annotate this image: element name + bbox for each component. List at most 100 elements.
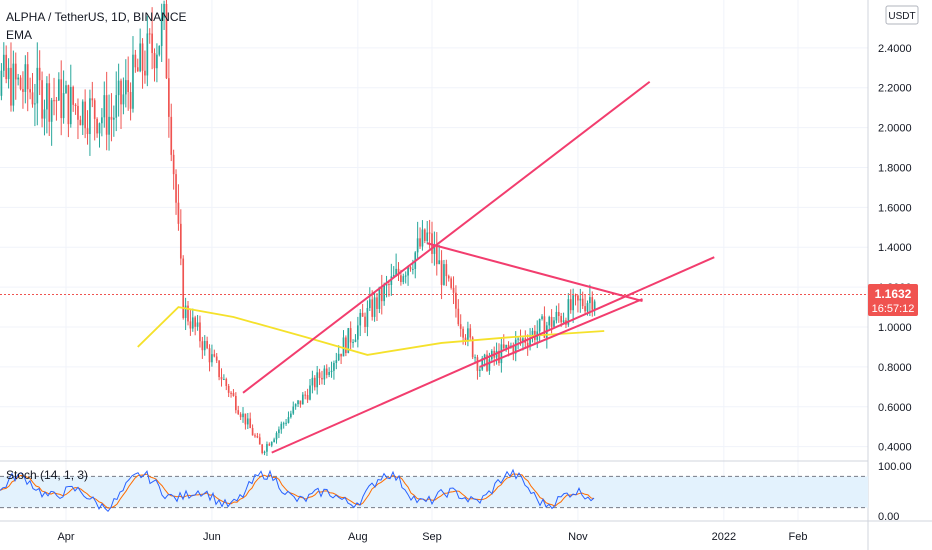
candle-body	[136, 67, 139, 72]
stoch-tick-label: 0.00	[878, 511, 899, 523]
candle-body	[110, 116, 113, 120]
candle-body	[69, 86, 72, 125]
candle-body	[258, 437, 261, 445]
candle-body	[101, 117, 103, 124]
candle-body	[7, 67, 10, 80]
price-tick-label: 1.0000	[878, 322, 912, 334]
bar-countdown-label: 16:57:12	[872, 303, 915, 315]
candle-body	[36, 67, 39, 104]
candle-body	[46, 83, 48, 110]
currency-label: USDT	[888, 11, 915, 22]
candle-body	[290, 413, 292, 418]
stoch-tick-label: 100.00	[878, 461, 912, 473]
candle-body	[567, 299, 570, 325]
candle-body	[89, 98, 91, 135]
candle-body	[84, 101, 86, 129]
candle-body	[134, 54, 137, 68]
candle-body	[273, 439, 275, 443]
candle-body	[335, 360, 338, 363]
time-axis[interactable]: Apr Jun Aug Sep Nov 2022 Feb	[57, 531, 807, 543]
candle-body	[340, 353, 342, 357]
candle-body	[502, 344, 505, 349]
price-axis[interactable]: 2.40002.20002.00001.80001.60001.40001.20…	[878, 43, 912, 523]
time-tick-label: Apr	[57, 531, 74, 543]
stoch-legend[interactable]: Stoch (14, 1, 3)	[6, 468, 89, 482]
candle-body	[151, 33, 153, 54]
candle-body	[301, 394, 304, 405]
candle-body	[514, 339, 517, 354]
candle-body	[170, 116, 173, 155]
candle-body	[227, 386, 230, 393]
candle-body	[471, 337, 474, 358]
candle-body	[548, 316, 551, 326]
candle-body	[462, 328, 464, 338]
symbol-legend[interactable]: ALPHA / TetherUS, 1D, BINANCE	[6, 10, 187, 24]
candle-body	[560, 316, 563, 323]
trendline-ascending-support	[479, 298, 643, 368]
candle-body	[86, 128, 89, 135]
candle-body	[93, 100, 96, 119]
currency-button[interactable]: USDT	[885, 5, 919, 25]
candle-body	[57, 79, 60, 101]
candle-body	[280, 423, 283, 430]
current-price-label: 1.1632	[875, 287, 912, 301]
candle-body	[531, 330, 534, 338]
candle-body	[488, 359, 491, 371]
candle-body	[34, 103, 36, 105]
candle-body	[43, 109, 46, 119]
candle-body	[390, 276, 393, 285]
price-tick-label: 2.2000	[878, 83, 912, 95]
candle-body	[22, 89, 24, 92]
candle-body	[96, 118, 98, 134]
candle-body	[246, 418, 249, 425]
candle-body	[256, 436, 259, 438]
candle-body	[373, 297, 376, 317]
candle-body	[263, 451, 266, 453]
candle-body	[268, 444, 271, 446]
candle-body	[419, 238, 421, 247]
candle-body	[505, 344, 507, 349]
candle-body	[113, 117, 115, 120]
candle-body	[60, 79, 63, 119]
candle-body	[285, 422, 287, 424]
candle-body	[569, 299, 572, 311]
candle-body	[53, 100, 55, 102]
candle-body	[19, 77, 22, 90]
candle-body	[203, 340, 206, 351]
candle-body	[194, 317, 197, 327]
candle-body	[148, 33, 151, 35]
candle-body	[426, 232, 429, 241]
candle-body	[306, 395, 309, 400]
candle-body	[447, 276, 450, 279]
candle-body	[206, 340, 208, 349]
candle-body	[108, 116, 110, 135]
candle-body	[144, 70, 146, 76]
candle-body	[172, 154, 175, 175]
candle-body	[589, 297, 591, 304]
trendlines[interactable]	[242, 80, 715, 454]
candle-body	[376, 297, 378, 309]
candle-body	[318, 372, 321, 378]
stoch-d-line	[0, 473, 595, 509]
candle-body	[345, 337, 347, 354]
candle-body	[244, 413, 247, 425]
candle-body	[230, 392, 232, 394]
candle-body	[366, 308, 369, 327]
candle-body	[184, 305, 187, 318]
candle-body	[579, 298, 582, 301]
candle-body	[450, 278, 452, 288]
candle-body	[517, 338, 519, 340]
candle-body	[445, 264, 448, 277]
candle-body	[156, 54, 158, 69]
time-tick-label: Aug	[348, 531, 368, 543]
candle-body	[347, 328, 350, 354]
candle-body	[541, 316, 543, 319]
candle-body	[538, 318, 541, 332]
candle-body	[512, 345, 515, 354]
candle-body	[469, 328, 472, 338]
ema-legend[interactable]: EMA	[6, 28, 33, 42]
candle-body	[10, 67, 12, 106]
candle-body	[14, 63, 17, 80]
